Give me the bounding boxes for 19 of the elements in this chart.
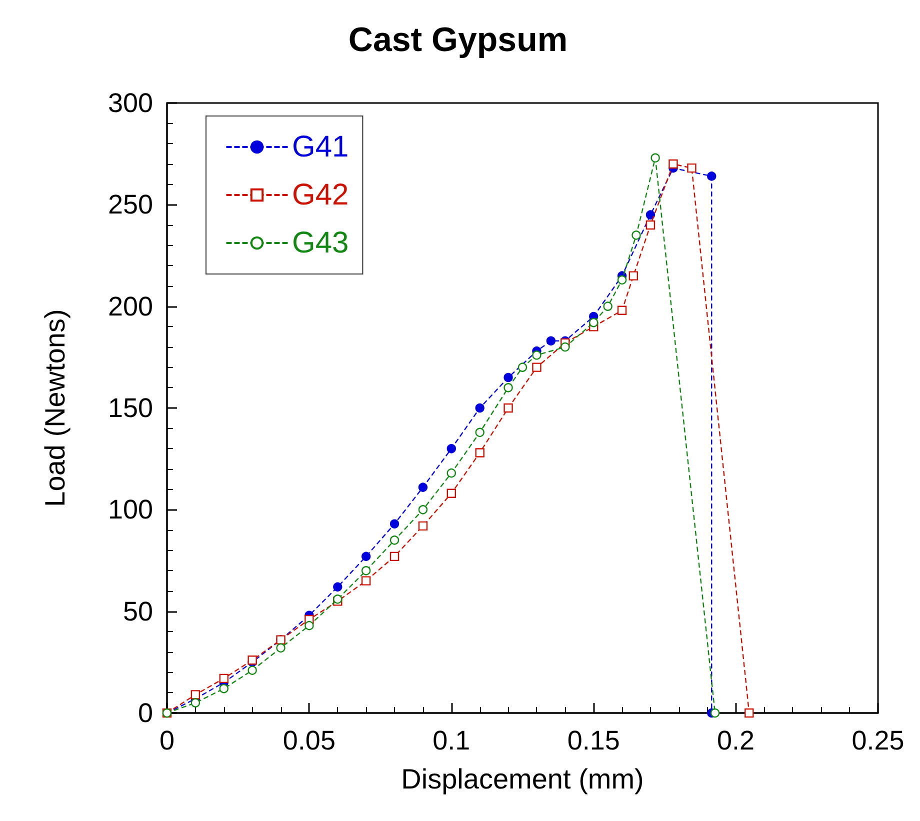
x-tick-label: 0.05 — [282, 726, 336, 756]
y-tick-label: 150 — [108, 393, 153, 423]
y-tick-label: 50 — [122, 596, 153, 626]
x-tick-label: 0.1 — [432, 726, 470, 756]
y-tick-label: 300 — [108, 88, 153, 118]
y-tick-label: 250 — [108, 190, 153, 220]
x-tick-label: 0.25 — [852, 726, 904, 756]
x-tick-label: 0.15 — [567, 726, 620, 756]
x-tick-label: 0.2 — [717, 726, 755, 756]
legend-label: G42 — [292, 178, 349, 212]
y-tick-label: 200 — [108, 291, 153, 322]
y-axis-title: Load (Newtons) — [40, 309, 70, 507]
x-tick-label: 0 — [159, 726, 175, 756]
x-axis-title: Displacement (mm) — [401, 764, 644, 794]
y-tick-label: 0 — [138, 698, 153, 728]
legend-label: G41 — [292, 130, 349, 164]
y-tick-label: 100 — [108, 494, 153, 525]
legend-label: G43 — [292, 226, 349, 260]
chart-title: Cast Gypsum — [348, 21, 568, 59]
